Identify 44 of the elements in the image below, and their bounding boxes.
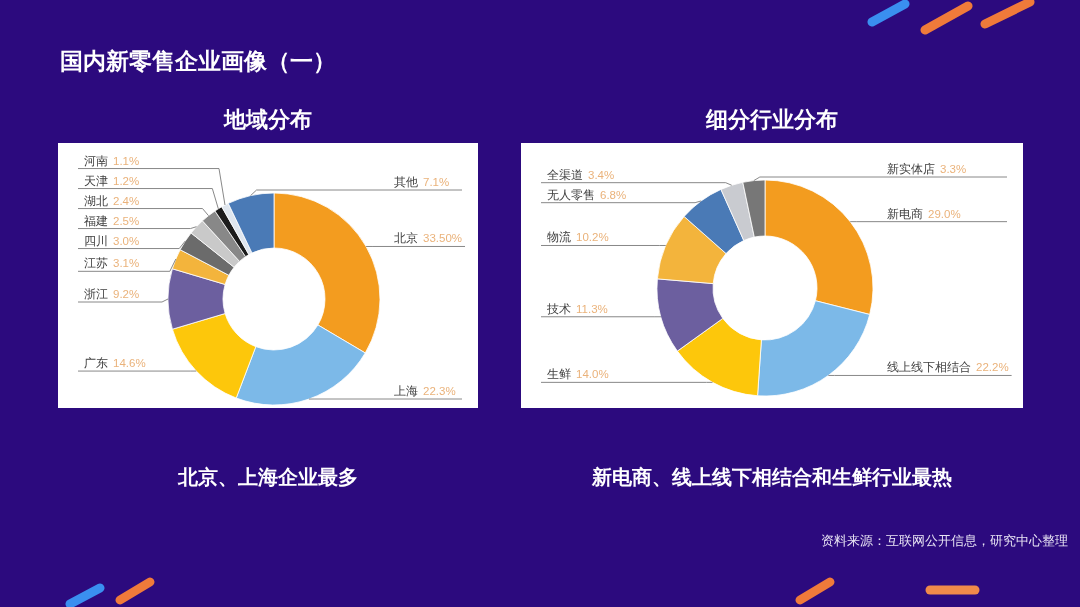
chart-subtitle: 细分行业分布 (705, 107, 838, 132)
slice-label: 天津 (84, 174, 108, 187)
slice-label: 河南 (84, 154, 108, 167)
data-label: 14.0% (576, 368, 609, 381)
data-label: 33.50% (423, 232, 463, 245)
slice-label: 新电商 (887, 206, 923, 220)
data-label: 2.4% (113, 194, 140, 207)
data-label: 3.0% (113, 234, 140, 247)
text: 新电商、线上线下相结合和生鲜行业最热 (591, 466, 952, 488)
slice-label: 北京 (394, 231, 418, 245)
data-label: 1.1% (113, 154, 140, 167)
data-label: 29.0% (928, 207, 961, 220)
text: 北京、上海企业最多 (177, 466, 358, 488)
data-label: 14.6% (113, 357, 146, 370)
data-label: 10.2% (576, 231, 609, 244)
slice-label: 无人零售 (547, 188, 595, 201)
slice-label: 上海 (394, 385, 418, 397)
slice-label: 湖北 (84, 194, 108, 207)
data-label: 6.8% (600, 188, 627, 201)
chart-subtitle: 地域分布 (223, 107, 312, 132)
slice-label: 广东 (84, 356, 108, 370)
slice-label: 物流 (547, 230, 571, 244)
data-label: 11.3% (576, 302, 608, 315)
slice-label: 新实体店 (887, 162, 935, 175)
data-label: 3.3% (940, 163, 967, 175)
slice-label: 全渠道 (547, 167, 583, 181)
data-label: 22.3% (423, 385, 456, 397)
data-label: 22.2% (976, 361, 1009, 374)
slice-label: 其他 (394, 176, 418, 188)
data-label: 7.1% (423, 176, 450, 188)
slice-label: 江苏 (84, 257, 108, 270)
slice-label: 浙江 (84, 288, 108, 300)
chart-title: 国内新零售企业画像（一） (60, 48, 336, 74)
data-label: 9.2% (113, 288, 140, 300)
data-label: 3.4% (588, 168, 615, 181)
slice-label: 福建 (84, 214, 108, 227)
data-label: 3.1% (113, 257, 140, 270)
slice-label: 四川 (84, 234, 108, 247)
text: 资料来源：互联网公开信息，研究中心整理 (821, 533, 1068, 548)
data-label: 2.5% (113, 214, 140, 227)
slice-label: 生鲜 (547, 368, 571, 381)
slice-label: 技术 (546, 302, 571, 315)
data-label: 1.2% (113, 174, 140, 187)
slice-label: 线上线下相结合 (887, 361, 971, 374)
